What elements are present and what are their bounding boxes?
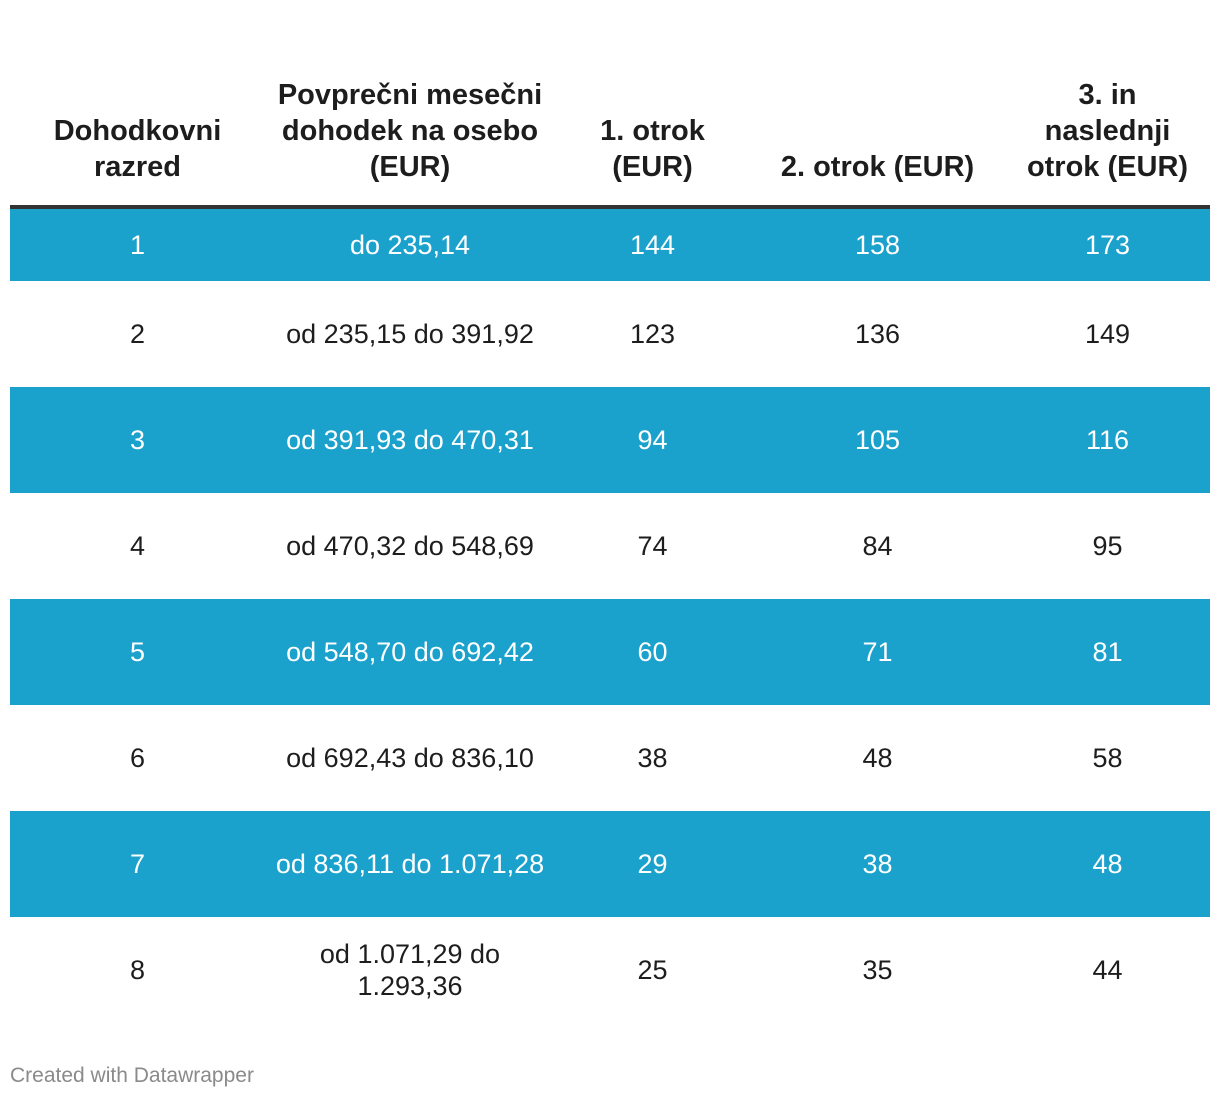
table-row: 5 od 548,70 do 692,42 60 71 81 bbox=[10, 599, 1210, 705]
table-cell: 2 bbox=[10, 281, 265, 387]
table-cell: od 235,15 do 391,92 bbox=[265, 281, 555, 387]
table-cell: 6 bbox=[10, 705, 265, 811]
table-row: 2 od 235,15 do 391,92 123 136 149 bbox=[10, 281, 1210, 387]
column-header-avg-income: Povprečni mesečni dohodek na osebo (EUR) bbox=[265, 0, 555, 209]
table-cell: 3 bbox=[10, 387, 265, 493]
column-header-income-class: Dohodkovni razred bbox=[10, 0, 265, 209]
header-row: Dohodkovni razred Povprečni mesečni doho… bbox=[10, 0, 1210, 209]
table-cell: 136 bbox=[750, 281, 1005, 387]
table-cell: 149 bbox=[1005, 281, 1210, 387]
table-row: 8 od 1.071,29 do 1.293,36 25 35 44 bbox=[10, 917, 1210, 1023]
table-cell: od 1.071,29 do 1.293,36 bbox=[265, 917, 555, 1023]
table-cell: 8 bbox=[10, 917, 265, 1023]
column-header-child-1: 1. otrok (EUR) bbox=[555, 0, 750, 209]
table-cell: 29 bbox=[555, 811, 750, 917]
table-cell: 58 bbox=[1005, 705, 1210, 811]
table-row: 1 do 235,14 144 158 173 bbox=[10, 207, 1210, 281]
table-cell: od 548,70 do 692,42 bbox=[265, 599, 555, 705]
table-cell: 48 bbox=[1005, 811, 1210, 917]
table-cell: 48 bbox=[750, 705, 1005, 811]
table-row: 7 od 836,11 do 1.071,28 29 38 48 bbox=[10, 811, 1210, 917]
table-cell: 105 bbox=[750, 387, 1005, 493]
table-cell: 71 bbox=[750, 599, 1005, 705]
table-cell: 60 bbox=[555, 599, 750, 705]
table-cell: 81 bbox=[1005, 599, 1210, 705]
table-body: 1 do 235,14 144 158 173 2 od 235,15 do 3… bbox=[10, 207, 1210, 1023]
table-header: Dohodkovni razred Povprečni mesečni doho… bbox=[10, 0, 1210, 209]
table-cell: 84 bbox=[750, 493, 1005, 599]
table-cell: 123 bbox=[555, 281, 750, 387]
table-cell: 5 bbox=[10, 599, 265, 705]
table-cell: od 470,32 do 548,69 bbox=[265, 493, 555, 599]
table-cell: 94 bbox=[555, 387, 750, 493]
data-table-container: Dohodkovni razred Povprečni mesečni doho… bbox=[10, 0, 1210, 1023]
table-cell: od 391,93 do 470,31 bbox=[265, 387, 555, 493]
table-cell: 4 bbox=[10, 493, 265, 599]
table-cell: 95 bbox=[1005, 493, 1210, 599]
table-cell: 35 bbox=[750, 917, 1005, 1023]
credit-text: Created with Datawrapper bbox=[10, 1064, 254, 1087]
table-cell: 38 bbox=[555, 705, 750, 811]
table-row: 6 od 692,43 do 836,10 38 48 58 bbox=[10, 705, 1210, 811]
table-cell: 44 bbox=[1005, 917, 1210, 1023]
table-cell: 74 bbox=[555, 493, 750, 599]
table-cell: 116 bbox=[1005, 387, 1210, 493]
table-cell: do 235,14 bbox=[265, 207, 555, 281]
column-header-child-3-plus: 3. in naslednji otrok (EUR) bbox=[1005, 0, 1210, 209]
column-header-child-2: 2. otrok (EUR) bbox=[750, 0, 1005, 209]
table-cell: od 692,43 do 836,10 bbox=[265, 705, 555, 811]
table-cell: 38 bbox=[750, 811, 1005, 917]
table-cell: 7 bbox=[10, 811, 265, 917]
table-row: 4 od 470,32 do 548,69 74 84 95 bbox=[10, 493, 1210, 599]
table-cell: od 836,11 do 1.071,28 bbox=[265, 811, 555, 917]
table-cell: 1 bbox=[10, 207, 265, 281]
table-cell: 25 bbox=[555, 917, 750, 1023]
table-cell: 173 bbox=[1005, 207, 1210, 281]
table-cell: 158 bbox=[750, 207, 1005, 281]
table-cell: 144 bbox=[555, 207, 750, 281]
table-row: 3 od 391,93 do 470,31 94 105 116 bbox=[10, 387, 1210, 493]
data-table: Dohodkovni razred Povprečni mesečni doho… bbox=[10, 0, 1210, 1023]
